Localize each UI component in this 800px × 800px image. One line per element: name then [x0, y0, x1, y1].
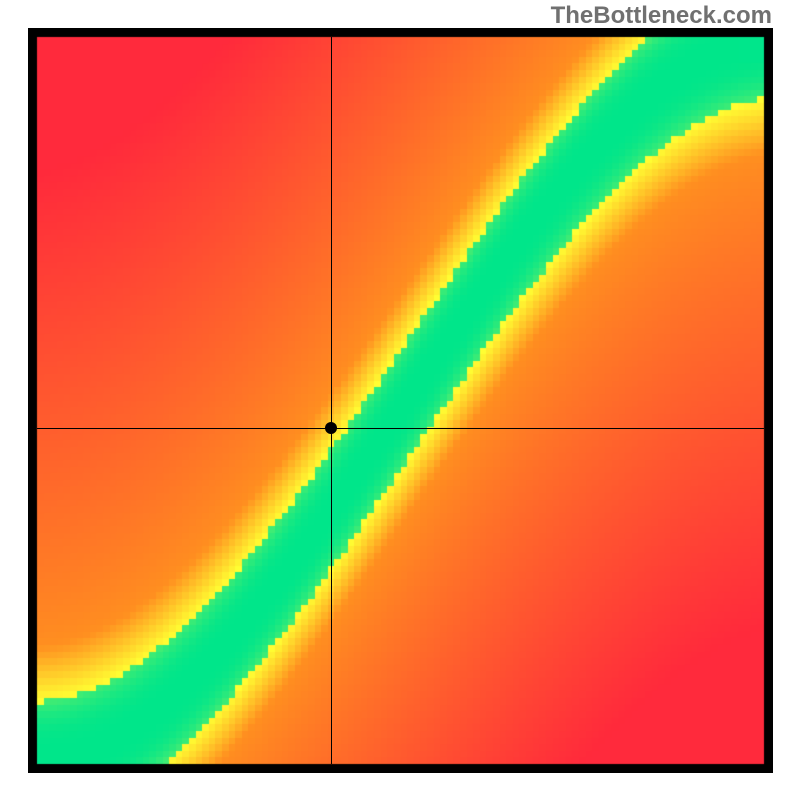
- watermark-text: TheBottleneck.com: [551, 2, 772, 30]
- heatmap-canvas: [28, 28, 773, 773]
- crosshair-horizontal: [37, 428, 764, 429]
- bottleneck-heatmap: [28, 28, 773, 773]
- crosshair-vertical: [331, 37, 332, 764]
- crosshair-marker: [325, 422, 337, 434]
